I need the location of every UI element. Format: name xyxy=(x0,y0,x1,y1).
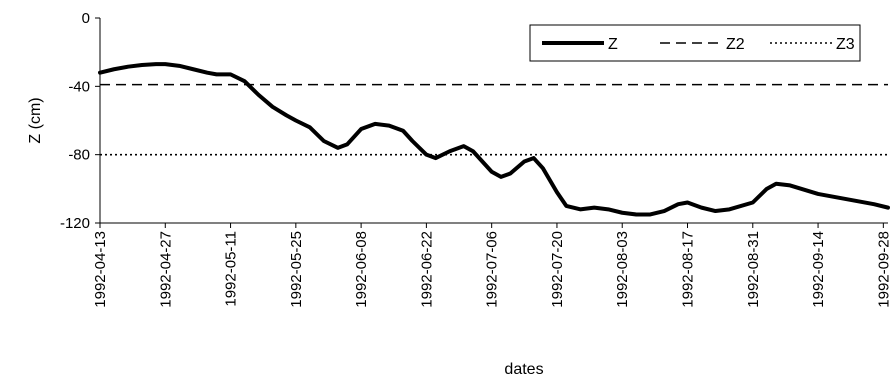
y-tick-label: -120 xyxy=(60,215,90,232)
x-tick-label: 1992-05-11 xyxy=(223,231,240,307)
axes xyxy=(95,17,888,228)
x-tick-label: 1992-07-06 xyxy=(484,231,501,308)
y-tick-label: 0 xyxy=(82,10,90,27)
legend-label-z: Z xyxy=(608,36,618,53)
y-tick-label: -40 xyxy=(68,78,90,95)
x-tick-label: 1992-06-08 xyxy=(353,231,370,308)
y-axis-label: Z (cm) xyxy=(27,97,44,143)
x-tick-label: 1992-05-25 xyxy=(288,231,305,308)
series-layer xyxy=(98,62,890,217)
x-axis-label: dates xyxy=(504,361,543,378)
x-tick-label: 1992-08-17 xyxy=(680,231,697,308)
reference-lines xyxy=(100,83,888,156)
x-tick-labels: 1992-04-13 1992-04-27 1992-05-11 1992-05-25… xyxy=(92,231,892,308)
legend: Z Z2 Z3 xyxy=(529,24,861,62)
x-tick-label: 1992-06-22 xyxy=(418,231,435,308)
legend-label-z2: Z2 xyxy=(726,36,745,53)
x-tick-label: 1992-08-31 xyxy=(745,231,762,308)
x-tick-label: 1992-07-20 xyxy=(549,231,566,308)
series-line-z xyxy=(98,62,890,217)
y-tick-labels: 0 -40 -80 -120 xyxy=(60,10,90,232)
x-tick-label: 1992-04-13 xyxy=(92,231,109,308)
x-tick-label: 1992-04-27 xyxy=(157,231,174,308)
legend-label-z3: Z3 xyxy=(836,36,855,53)
y-tick-label: -80 xyxy=(68,147,90,164)
x-tick-label: 1992-09-14 xyxy=(810,231,827,308)
x-tick-label: 1992-09-28 xyxy=(875,231,892,308)
x-tick-label: 1992-08-03 xyxy=(614,231,631,308)
